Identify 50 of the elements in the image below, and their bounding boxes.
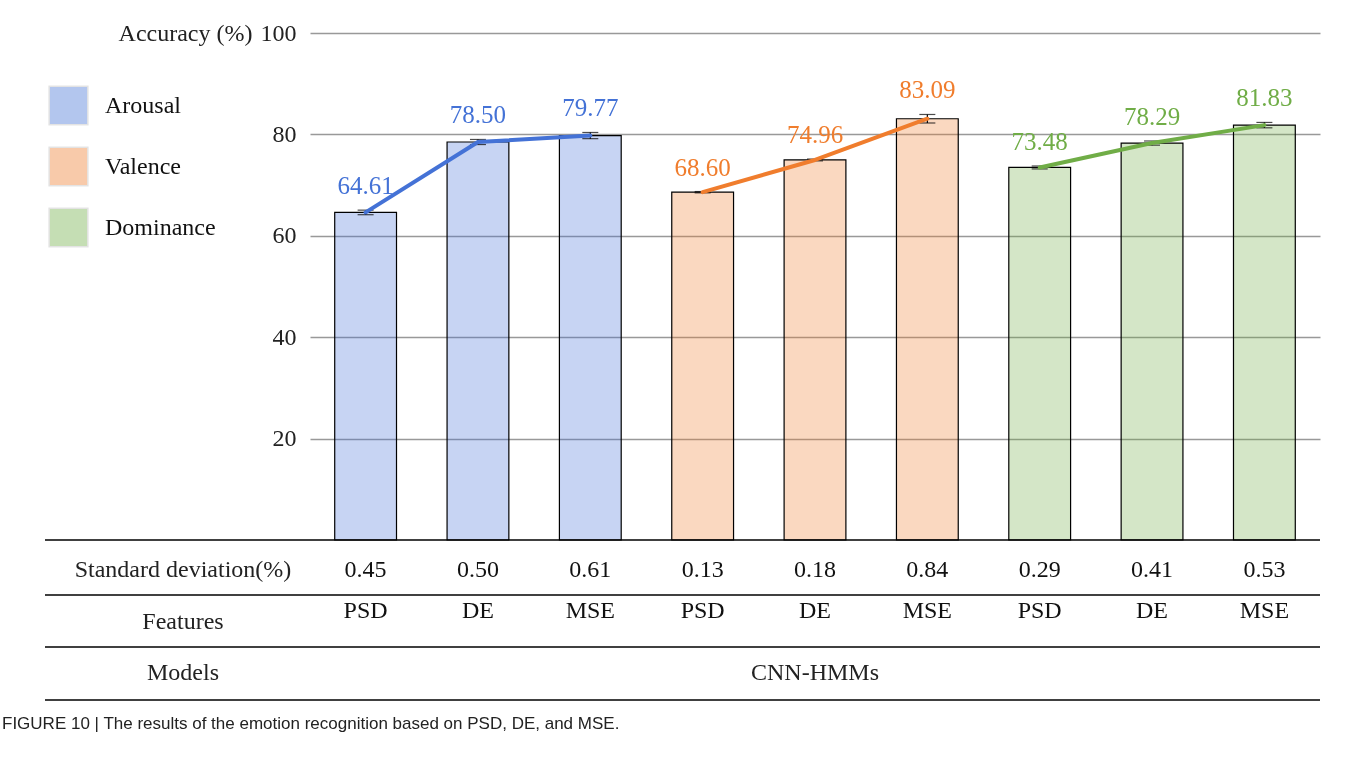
data-label: 74.96 <box>786 121 844 149</box>
x-tick-label: DE <box>799 596 831 623</box>
text: 0.84 <box>906 556 949 582</box>
x-tick-label: MSE <box>565 596 615 623</box>
legend-label: Valence <box>105 152 181 179</box>
text: 0.41 <box>1131 556 1174 582</box>
text: 0.53 <box>1243 556 1286 582</box>
text: CNN-HMMs <box>750 659 880 685</box>
text: Standard deviation(%) <box>74 556 292 582</box>
data-label: 79.77 <box>562 94 619 122</box>
legend-label: Arousal <box>105 91 182 118</box>
data-label: 78.50 <box>449 101 507 129</box>
caption: FIGURE 10 | The results of the emotion recognition based on PSD, DE, and MSE. <box>2 714 620 733</box>
text: 0.45 <box>344 556 387 582</box>
bar <box>334 211 398 541</box>
y-tick-label: 80 <box>272 120 297 147</box>
data-label: 81.83 <box>1236 84 1293 112</box>
data-label: 64.61 <box>337 172 394 200</box>
y-tick-label: 20 <box>272 425 297 452</box>
y-tick-label: 40 <box>272 323 297 350</box>
x-tick-label: MSE <box>1239 596 1290 623</box>
bar <box>671 191 735 541</box>
x-tick-label: PSD <box>680 596 725 623</box>
x-tick-label: PSD <box>1017 596 1062 623</box>
text: 0.13 <box>681 556 724 582</box>
x-tick-label: MSE <box>902 596 953 623</box>
data-label: 78.29 <box>1123 102 1181 130</box>
bar <box>558 134 622 541</box>
bar <box>895 118 959 541</box>
data-label: 68.60 <box>674 153 731 181</box>
data-label: 73.48 <box>1011 127 1068 155</box>
bar <box>1232 124 1296 541</box>
text: 0.61 <box>569 556 612 582</box>
bar <box>1008 166 1072 541</box>
y-axis-title: Accuracy (%) <box>118 19 253 46</box>
text: Features <box>142 608 224 634</box>
text: Models <box>147 659 219 685</box>
bar <box>446 141 510 541</box>
bar <box>783 159 847 541</box>
text: 0.50 <box>456 556 499 582</box>
y-tick-label: 100 <box>260 19 297 46</box>
data-label: 83.09 <box>899 76 956 104</box>
y-tick-label: 60 <box>272 222 297 249</box>
bar <box>1120 142 1184 541</box>
text: 0.29 <box>1018 556 1061 582</box>
x-tick-label: DE <box>1136 596 1169 623</box>
text: 0.18 <box>794 556 836 582</box>
legend-label: Dominance <box>105 213 216 240</box>
x-tick-label: PSD <box>343 596 388 623</box>
x-tick-label: DE <box>461 596 494 623</box>
